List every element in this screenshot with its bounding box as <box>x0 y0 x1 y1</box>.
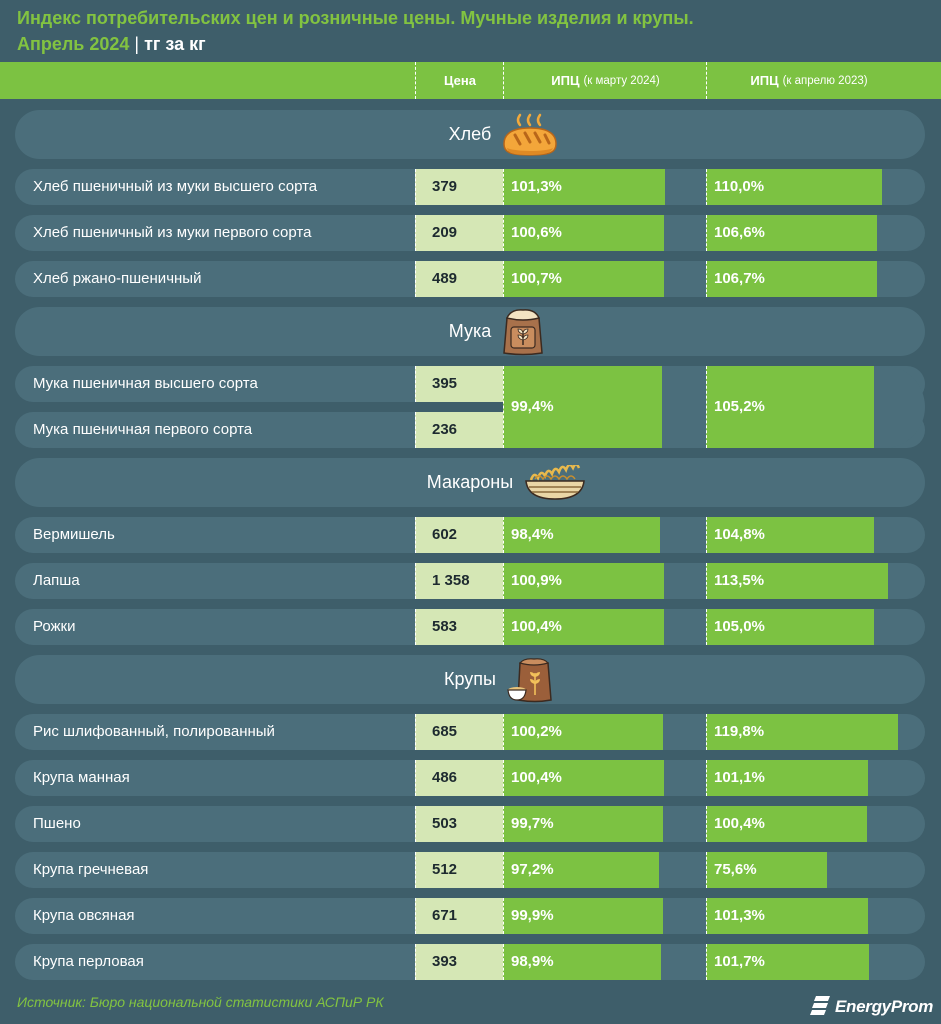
header-cpi-year-sub: (к апрелю 2023) <box>782 74 868 87</box>
price-cell: 503 <box>415 806 503 842</box>
cpi-year-bar: 101,1% <box>706 760 868 796</box>
cpi-month-bar: 99,9% <box>503 898 663 934</box>
section-title: Макароны <box>426 472 514 492</box>
section-header: Макароны <box>15 458 925 507</box>
table-row: Крупа манная 486 100,4% 101,1% <box>15 760 925 796</box>
section-header: Хлеб <box>15 110 925 159</box>
price-cell: 379 <box>415 169 503 205</box>
price-cell: 512 <box>415 852 503 888</box>
section-header: Мука <box>15 307 925 356</box>
table-row: Крупа перловая 393 98,9% 101,7% <box>15 944 925 980</box>
row-label: Хлеб пшеничный из муки первого сорта <box>33 224 312 241</box>
table-row: Крупа гречневая 512 97,2% 75,6% <box>15 852 925 888</box>
cpi-year-bar: 75,6% <box>706 852 827 888</box>
table-header: Цена ИПЦ (к марту 2024) ИПЦ (к апрелю 20… <box>0 62 941 99</box>
price-cell: 602 <box>415 517 503 553</box>
cpi-month-bar: 100,4% <box>503 609 664 645</box>
header-cpi-month-main: ИПЦ <box>551 73 580 88</box>
header-cpi-month-sub: (к марту 2024) <box>583 74 660 87</box>
table-row: Хлеб пшеничный из муки высшего сорта 379 1… <box>15 169 925 205</box>
row-label: Хлеб пшеничный из муки высшего сорта <box>33 178 318 195</box>
price-cell: 1 358 <box>415 563 503 599</box>
price-cell: 685 <box>415 714 503 750</box>
row-label: Крупа овсяная <box>33 907 135 924</box>
cpi-month-bar: 98,4% <box>503 517 661 553</box>
header-cpi-month: ИПЦ (к марту 2024) <box>503 62 707 99</box>
table-row: Рожки 583 100,4% 105,0% <box>15 609 925 645</box>
price-table: Хлеб Хлеб пшеничный из муки высшего сорта… <box>15 110 925 990</box>
row-label: Лапша <box>33 572 80 589</box>
price-cell: 671 <box>415 898 503 934</box>
cpi-year-bar: 113,5% <box>706 563 888 599</box>
row-label: Рис шлифованный, полированный <box>33 723 275 740</box>
source-note: Источник: Бюро национальной статистики А… <box>17 994 384 1010</box>
cpi-year-bar: 119,8% <box>706 714 898 750</box>
price-cell: 583 <box>415 609 503 645</box>
unit-label: тг за кг <box>144 34 206 54</box>
cpi-year-bar: 100,4% <box>706 806 867 842</box>
table-row: Хлеб ржано-пшеничный 489 100,7% 106,7% <box>15 261 925 297</box>
section-title: Хлеб <box>448 124 492 144</box>
price-cell: 209 <box>415 215 503 251</box>
price-cell: 395 <box>415 366 503 402</box>
cpi-month-bar: 100,4% <box>503 760 664 796</box>
row-label: Крупа манная <box>33 769 130 786</box>
title-separator: | <box>134 34 140 54</box>
header-cpi-year-main: ИПЦ <box>750 73 779 88</box>
cpi-month-bar: 101,3% <box>503 169 666 205</box>
price-cell: 489 <box>415 261 503 297</box>
row-label: Пшено <box>33 815 81 832</box>
row-label: Мука пшеничная первого сорта <box>33 421 253 438</box>
cpi-year-bar: 106,7% <box>706 261 877 297</box>
logo-text: EnergyProm <box>835 997 934 1016</box>
page-subtitle: Апрель 2024 | тг за кг <box>17 34 206 55</box>
table-row: Рис шлифованный, полированный 685 100,2% 11… <box>15 714 925 750</box>
price-cell: 393 <box>415 944 503 980</box>
price-cell: 236 <box>415 412 503 448</box>
price-cell: 486 <box>415 760 503 796</box>
row-label: Мука пшеничная высшего сорта <box>33 375 258 392</box>
row-label: Хлеб ржано-пшеничный <box>33 270 202 287</box>
period-label: Апрель 2024 <box>17 34 130 54</box>
cpi-month-bar: 98,9% <box>503 944 662 980</box>
page-title: Индекс потребительских цен и розничные ц… <box>17 8 694 28</box>
pasta-bowl-icon <box>523 464 587 501</box>
cpi-year-bar: 105,0% <box>706 609 874 645</box>
header-cpi-year: ИПЦ (к апрелю 2023) <box>706 62 911 99</box>
table-row: Вермишель 602 98,4% 104,8% <box>15 517 925 553</box>
flour-sack-icon <box>501 307 545 357</box>
row-label: Вермишель <box>33 526 115 543</box>
row-label: Крупа перловая <box>33 953 144 970</box>
grain-sack-icon <box>506 657 554 703</box>
table-row: Хлеб пшеничный из муки первого сорта 209 1… <box>15 215 925 251</box>
cpi-year-bar: 106,6% <box>706 215 877 251</box>
row-label: Рожки <box>33 618 76 635</box>
merged-rows-block: Мука пшеничная высшего сорта 395 Мука пшен… <box>15 366 925 448</box>
cpi-year-bar: 105,2% <box>706 366 875 448</box>
cpi-month-bar: 100,9% <box>503 563 665 599</box>
row-label: Крупа гречневая <box>33 861 149 878</box>
table-row: Лапша 1 358 100,9% 113,5% <box>15 563 925 599</box>
cpi-year-bar: 110,0% <box>706 169 882 205</box>
table-row: Крупа овсяная 671 99,9% 101,3% <box>15 898 925 934</box>
cpi-month-bar: 100,7% <box>503 261 665 297</box>
section-title: Крупы <box>444 669 496 689</box>
cpi-year-bar: 101,3% <box>706 898 869 934</box>
bread-icon <box>501 112 559 158</box>
section-header: Крупы <box>15 655 925 704</box>
cpi-month-bar: 100,6% <box>503 215 664 251</box>
cpi-month-bar: 99,7% <box>503 806 663 842</box>
cpi-month-bar: 97,2% <box>503 852 659 888</box>
header-price-label: Цена <box>444 73 476 88</box>
cpi-year-bar: 104,8% <box>706 517 874 553</box>
energyprom-logo: EnergyProm <box>810 995 933 1019</box>
header-price: Цена <box>415 62 504 99</box>
cpi-month-bar: 99,4% <box>503 366 663 448</box>
section-title: Мука <box>448 321 492 341</box>
energyprom-logo-icon <box>810 994 832 1021</box>
cpi-year-bar: 101,7% <box>706 944 869 980</box>
table-row: Пшено 503 99,7% 100,4% <box>15 806 925 842</box>
cpi-month-bar: 100,2% <box>503 714 664 750</box>
